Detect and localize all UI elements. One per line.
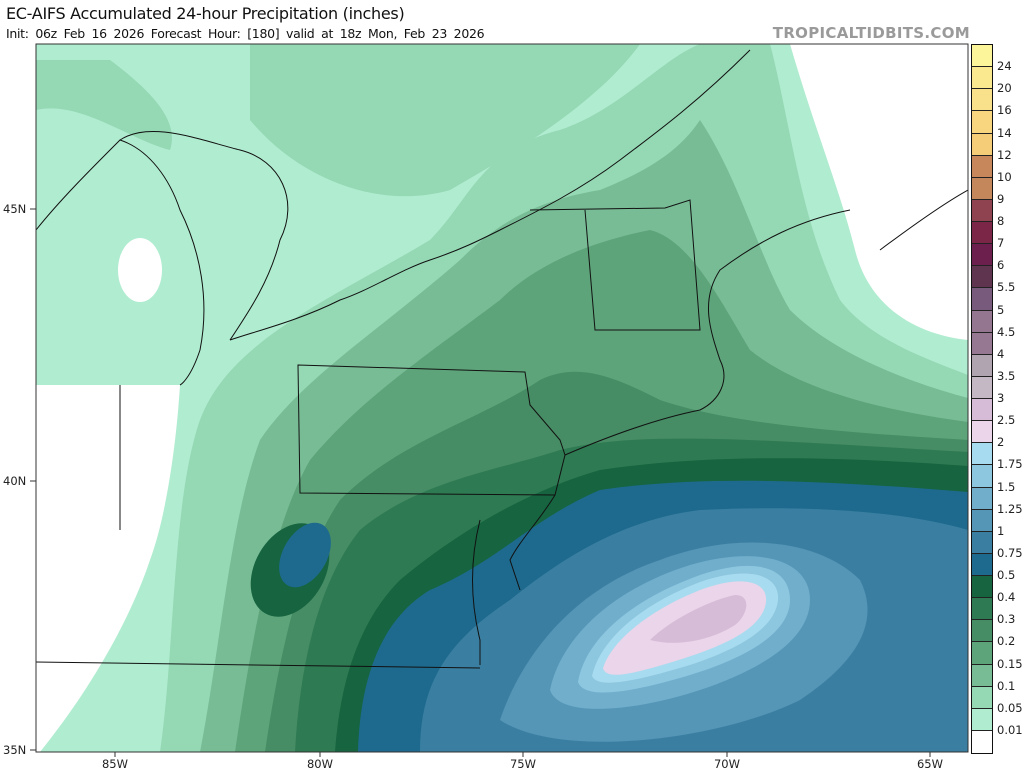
colorbar-label: 24: [997, 59, 1012, 74]
colorbar-label: 1.75: [997, 457, 1023, 472]
colorbar-label: 2: [997, 435, 1005, 450]
map-title: EC-AIFS Accumulated 24-hour Precipitatio…: [6, 4, 405, 23]
colorbar-swatch: [972, 576, 992, 599]
colorbar-swatch: [972, 89, 992, 112]
colorbar-swatch: [972, 332, 992, 355]
colorbar-swatch: [972, 642, 992, 665]
colorbar-swatch: [972, 598, 992, 621]
colorbar-label: 0.01: [997, 722, 1023, 737]
colorbar-label: 3: [997, 391, 1005, 405]
colorbar-swatch: [972, 443, 992, 466]
colorbar-swatch: [972, 686, 992, 709]
colorbar-label: 16: [997, 103, 1012, 118]
colorbar-swatch: [972, 399, 992, 422]
colorbar-label: 3.5: [997, 368, 1016, 383]
colorbar-label: 10: [997, 169, 1012, 184]
lat-label-40n: 40N: [3, 474, 27, 488]
colorbar-swatch: [972, 45, 992, 68]
boundaries: [36, 49, 968, 669]
colorbar-swatch: [972, 111, 992, 134]
colorbar-label: 1: [997, 523, 1005, 538]
colorbar-swatch: [972, 266, 992, 289]
colorbar-label: 8: [997, 214, 1005, 228]
colorbar-label: 5: [997, 302, 1005, 317]
map-subtitle: Init: 06z Feb 16 2026 Forecast Hour: [18…: [6, 26, 485, 41]
map-frame: [35, 43, 969, 753]
lat-label-35n: 35N: [3, 743, 27, 757]
colorbar-label: 0.1: [997, 678, 1016, 693]
brand-watermark: TROPICALTIDBITS.COM: [772, 24, 970, 42]
colorbar-label: 0.4: [997, 590, 1016, 605]
colorbar-swatch: [972, 487, 992, 510]
colorbar-swatch: [972, 199, 992, 222]
colorbar-swatch: [972, 708, 992, 731]
lon-label-85w: 85W: [101, 757, 129, 771]
tick-marks: [30, 208, 931, 757]
colorbar-label: 1.5: [997, 479, 1016, 494]
lon-label-65w: 65W: [916, 757, 944, 771]
colorbar-label: 0.5: [997, 568, 1016, 582]
colorbar-swatch: [972, 244, 992, 267]
no-precip-northeast: [790, 44, 968, 340]
colorbar-label: 5.5: [997, 280, 1016, 295]
contour-0.5-wv: [279, 522, 331, 588]
colorbar-label: 0.2: [997, 634, 1016, 649]
colorbar-label: 1.25: [997, 501, 1023, 516]
colorbar-swatch: [972, 222, 992, 245]
colorbar-label: 0.05: [997, 700, 1023, 715]
colorbar-label: 9: [997, 191, 1005, 206]
lon-label-70w: 70W: [713, 757, 741, 771]
lon-label-75w: 75W: [509, 757, 537, 771]
colorbar-label: 0.75: [997, 545, 1023, 560]
colorbar-label: 7: [997, 236, 1005, 251]
colorbar-label: 14: [997, 125, 1012, 140]
colorbar-swatch: [972, 310, 992, 333]
colorbar-swatch: [972, 730, 992, 753]
colorbar-label: 0.3: [997, 612, 1016, 627]
contour-2.5: [650, 595, 747, 643]
colorbar-swatch: [972, 465, 992, 488]
colorbar-swatch: [972, 67, 992, 90]
colorbar-swatch: [972, 531, 992, 554]
colorbar-swatch: [972, 288, 992, 311]
colorbar-swatch: [972, 553, 992, 576]
colorbar-swatch: [972, 155, 992, 178]
lat-label-45n: 45N: [3, 202, 27, 216]
colorbar-label: 12: [997, 147, 1012, 162]
no-precip-southwest: [36, 385, 180, 752]
colorbar-swatch: [972, 664, 992, 687]
colorbar-swatch: [972, 133, 992, 156]
colorbar-swatch: [972, 376, 992, 399]
colorbar-swatch: [972, 354, 992, 377]
colorbar-label: 6: [997, 258, 1005, 273]
colorbar-label: 4: [997, 346, 1005, 361]
no-precip-michigan: [118, 238, 162, 302]
colorbar: [971, 44, 993, 754]
colorbar-label: 20: [997, 81, 1012, 96]
colorbar-swatch: [972, 509, 992, 532]
colorbar-label: 4.5: [997, 324, 1016, 339]
colorbar-swatch: [972, 177, 992, 200]
colorbar-label: 0.15: [997, 656, 1023, 671]
colorbar-swatch: [972, 620, 992, 643]
colorbar-label: 2.5: [997, 413, 1016, 428]
colorbar-swatch: [972, 421, 992, 444]
lon-label-80w: 80W: [306, 757, 334, 771]
